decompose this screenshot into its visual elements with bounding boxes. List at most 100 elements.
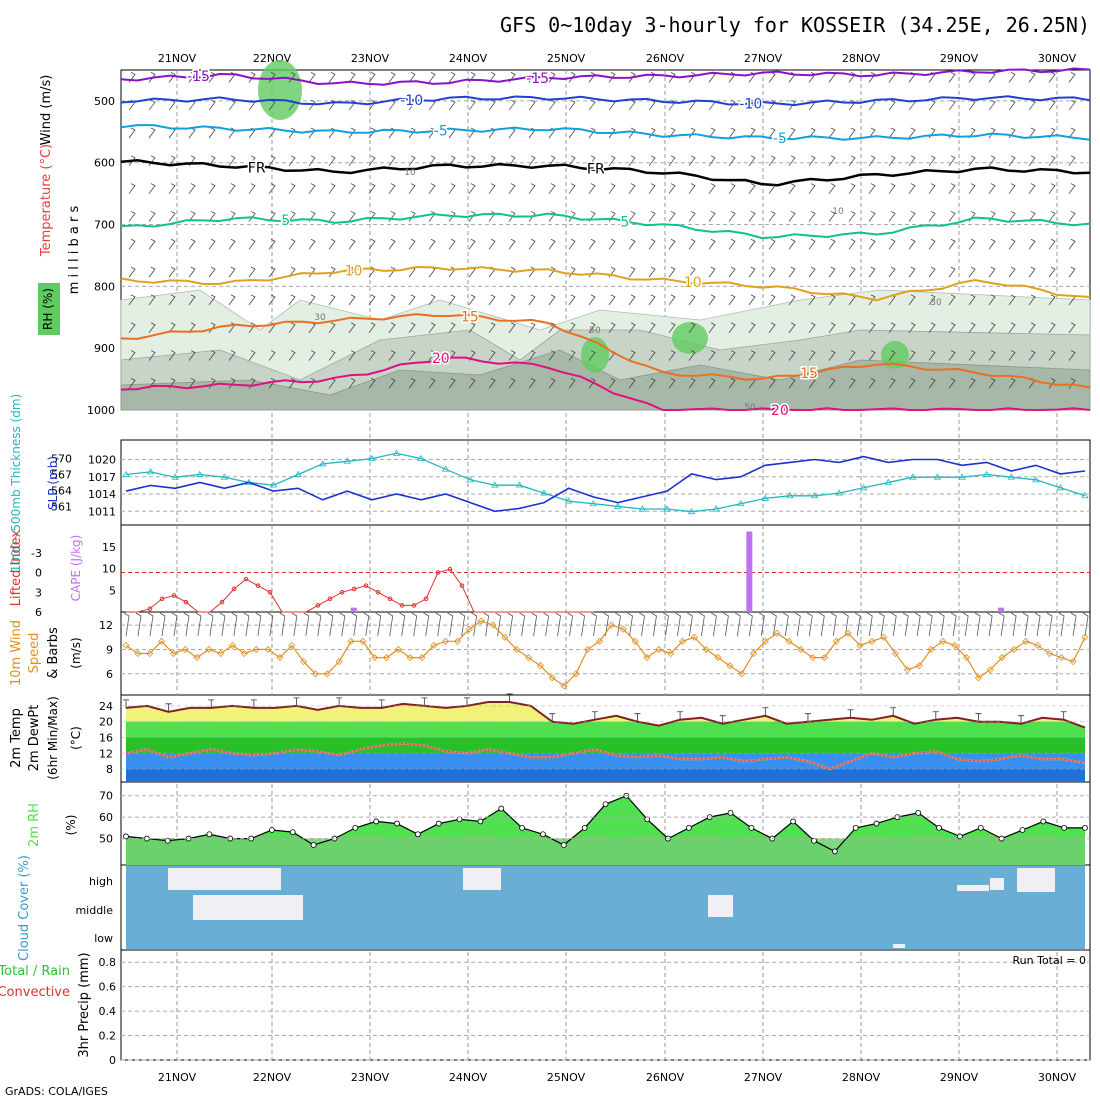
upper-wind-barb xyxy=(1068,350,1076,361)
isotherm-label: -5 xyxy=(773,131,787,147)
upper-wind-barb xyxy=(668,322,676,333)
temp-minmax-bar xyxy=(208,699,215,708)
temp-minmax-bar xyxy=(890,707,897,716)
rh2m-point xyxy=(748,824,755,831)
thickness-point xyxy=(368,454,376,462)
li-point xyxy=(327,596,333,602)
upper-wind-barb xyxy=(528,72,536,83)
thickness-point xyxy=(638,505,647,512)
upper-wind-barb xyxy=(128,378,136,389)
ylabel-2m-dewpt: 2m DewPt xyxy=(27,705,42,772)
temp-minmax-bar xyxy=(719,715,726,724)
upper-wind-barb xyxy=(448,99,456,111)
x-tick-label-top: 23NOV xyxy=(351,52,390,65)
surface-wind-barb xyxy=(267,612,274,637)
upper-wind-barb xyxy=(128,294,136,306)
upper-wind-barb xyxy=(248,322,256,333)
li-point xyxy=(171,593,177,598)
upper-wind-barb xyxy=(448,211,456,222)
wind-point xyxy=(761,637,769,645)
rh2m-point xyxy=(1019,827,1026,833)
surface-wind-barb xyxy=(279,612,286,637)
thickness-point xyxy=(737,499,745,507)
upper-wind-barb xyxy=(348,378,356,389)
upper-wind-barb xyxy=(528,99,536,111)
li-point xyxy=(435,570,441,575)
upper-wind-barb xyxy=(988,378,996,389)
upper-wind-barb xyxy=(748,183,756,194)
surface-wind-barb xyxy=(615,612,621,637)
upper-wind-barb xyxy=(348,155,356,167)
upper-wind-barb xyxy=(708,183,716,194)
upper-wind-barb xyxy=(1008,238,1016,250)
upper-wind-barb xyxy=(988,99,996,111)
isotherm-label: 20 xyxy=(771,403,789,419)
wind-point xyxy=(146,649,154,658)
wind-point xyxy=(1069,658,1077,666)
wind-point xyxy=(430,641,438,649)
upper-wind-barb xyxy=(668,350,676,361)
upper-wind-barb xyxy=(568,72,576,83)
temp-minmax-bar xyxy=(634,713,641,722)
upper-wind-barb xyxy=(1008,294,1016,306)
upper-wind-barb xyxy=(648,211,656,222)
upper-wind-barb xyxy=(428,72,436,83)
surface-wind-barb xyxy=(807,612,813,637)
surface-wind-barb xyxy=(627,612,633,637)
upper-wind-barb xyxy=(688,72,696,83)
slp-tick-label: 1011 xyxy=(88,505,116,518)
surface-wind-barb xyxy=(819,612,825,637)
surface-wind-barb xyxy=(423,612,430,637)
upper-wind-barb xyxy=(628,72,636,83)
upper-wind-barb xyxy=(988,183,996,194)
upper-wind-barb xyxy=(808,378,816,389)
surface-wind-barb xyxy=(938,612,945,637)
upper-wind-barb xyxy=(488,99,496,111)
wind-point xyxy=(311,670,319,678)
surface-wind-barb xyxy=(1070,612,1077,637)
upper-wind-barb xyxy=(348,72,356,83)
upper-wind-barb xyxy=(968,72,976,83)
ylabel-temperature: Temperature (°C) xyxy=(39,144,54,257)
upper-wind-barb xyxy=(408,211,416,222)
wind-point xyxy=(347,637,355,645)
thickness-point xyxy=(245,478,253,485)
upper-wind-barb xyxy=(928,238,936,250)
upper-wind-barb xyxy=(1068,155,1076,167)
thickness-point xyxy=(515,481,524,488)
wind-point xyxy=(619,625,627,633)
upper-wind-barb xyxy=(1068,378,1076,389)
upper-wind-barb xyxy=(128,350,136,361)
isotherm-label: 20 xyxy=(432,351,450,367)
isotherm-10 xyxy=(120,265,1091,302)
ylabel-thickness: 1000~500mb Thickness (dm) xyxy=(9,394,23,572)
x-tick-label-bottom: 25NOV xyxy=(547,1071,586,1084)
rh-contour-label: 50 xyxy=(589,326,601,336)
upper-wind-barb xyxy=(148,211,156,222)
upper-wind-barb xyxy=(368,350,376,361)
upper-wind-barb xyxy=(188,72,196,83)
upper-wind-barb xyxy=(828,127,836,139)
ylabel-wind: Wind (m/s) xyxy=(39,75,54,146)
upper-wind-barb xyxy=(668,294,676,306)
upper-wind-barb xyxy=(808,183,816,194)
rh2m-point xyxy=(310,842,317,848)
wind-point xyxy=(584,645,592,654)
wind-point xyxy=(749,649,758,658)
upper-wind-barb xyxy=(288,322,296,333)
upper-wind-barb xyxy=(468,322,476,333)
wind-point xyxy=(548,674,556,682)
upper-wind-barb xyxy=(728,378,736,389)
series-thickness xyxy=(125,452,1086,513)
upper-wind-barb xyxy=(608,238,616,250)
cloud-block xyxy=(957,885,989,891)
upper-wind-barb xyxy=(988,294,996,306)
upper-wind-barb xyxy=(308,266,316,278)
upper-wind-barb xyxy=(328,294,336,306)
wind-point xyxy=(667,649,675,658)
wind-point xyxy=(951,641,959,649)
upper-wind-barb xyxy=(588,294,596,306)
upper-wind-barb xyxy=(268,294,276,306)
thickness-point xyxy=(712,505,720,512)
series-wind-speed xyxy=(125,620,1086,687)
